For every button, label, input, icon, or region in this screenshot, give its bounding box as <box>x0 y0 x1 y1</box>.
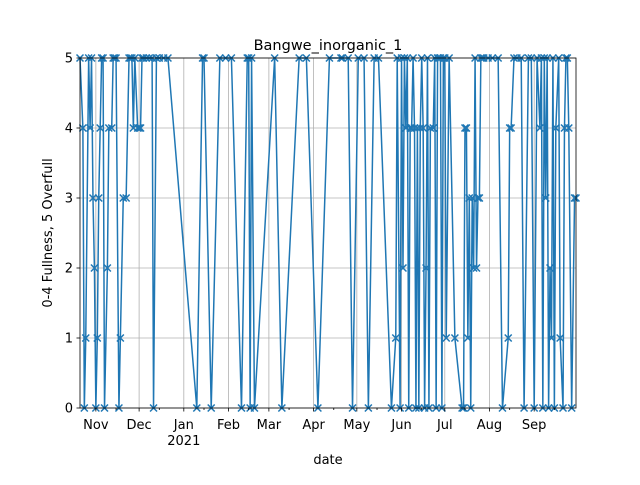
data-point-marker <box>463 333 472 343</box>
y-tick-label: 0 <box>65 402 73 417</box>
data-point-marker <box>570 193 579 203</box>
data-point-marker <box>505 123 514 133</box>
x-tick-label: Jul <box>436 418 453 433</box>
y-tick-label: 1 <box>65 332 73 347</box>
data-point-marker <box>133 123 142 133</box>
data-point-marker <box>136 123 145 133</box>
data-point-marker <box>410 123 419 133</box>
data-point-marker <box>96 123 105 133</box>
data-point-marker <box>94 193 103 203</box>
data-point-marker <box>468 193 477 203</box>
data-point-marker <box>78 123 87 133</box>
data-point-marker <box>472 263 481 273</box>
data-point-marker <box>119 193 128 203</box>
data-point-marker <box>564 123 573 133</box>
data-point-marker <box>473 193 482 203</box>
data-point-marker <box>104 123 113 133</box>
data-point-marker <box>81 333 90 343</box>
x-tick-label: Dec <box>127 418 152 433</box>
plot-frame <box>79 57 577 409</box>
data-point-marker <box>391 333 400 343</box>
data-point-marker <box>419 123 428 133</box>
x-tick-label: Mar <box>257 418 282 433</box>
data-point-marker <box>426 123 435 133</box>
data-point-marker <box>103 263 112 273</box>
data-point-marker <box>469 263 478 273</box>
data-point-marker <box>465 193 474 203</box>
x-tick-label: Sep <box>522 418 547 433</box>
data-point-marker <box>422 263 431 273</box>
x-axis-label: date <box>313 453 342 468</box>
x-tick-label: Jun <box>390 418 411 433</box>
y-tick-label: 3 <box>65 192 73 207</box>
data-point-marker <box>407 123 416 133</box>
data-point-marker <box>135 123 144 133</box>
data-point-marker <box>504 333 513 343</box>
x-tick-label: Apr <box>302 418 325 433</box>
data-point-marker <box>122 193 131 203</box>
data-point-marker <box>429 123 438 133</box>
data-point-marker <box>90 263 99 273</box>
x-tick-label: Feb <box>217 418 240 433</box>
y-tick-label: 4 <box>65 122 73 137</box>
data-point-marker <box>556 333 565 343</box>
data-point-marker <box>107 123 116 133</box>
data-point-marker <box>398 263 408 273</box>
chart-title: Bangwe_inorganic_1 <box>254 38 403 54</box>
x-tick-label: Aug <box>477 418 502 433</box>
series-line <box>79 57 576 409</box>
x-tick-label: May <box>343 418 370 433</box>
data-point-marker <box>450 333 459 343</box>
x-tick-label: Jan <box>173 418 194 433</box>
data-point-marker <box>507 123 516 133</box>
x-tick-label: Nov <box>83 418 109 433</box>
data-point-marker <box>416 123 425 133</box>
series-layer <box>75 53 581 413</box>
data-point-marker <box>462 123 471 133</box>
x-tick-year-label: 2021 <box>167 434 200 449</box>
data-point-marker <box>546 263 555 273</box>
data-point-marker <box>460 123 470 133</box>
data-point-marker <box>541 193 550 203</box>
data-point-marker <box>93 333 102 343</box>
data-point-marker <box>551 123 560 133</box>
y-tick-label: 2 <box>65 262 73 277</box>
data-point-marker <box>442 333 451 343</box>
data-point-marker <box>475 193 484 203</box>
data-point-marker <box>547 333 556 343</box>
y-axis-label: 0-4 Fullness, 5 Overfull <box>41 158 56 307</box>
data-point-marker <box>88 193 98 203</box>
y-tick-label: 5 <box>65 52 73 67</box>
data-point-marker <box>535 123 544 133</box>
data-point-marker <box>116 333 125 343</box>
data-point-marker <box>86 123 95 133</box>
data-point-marker <box>413 123 422 133</box>
